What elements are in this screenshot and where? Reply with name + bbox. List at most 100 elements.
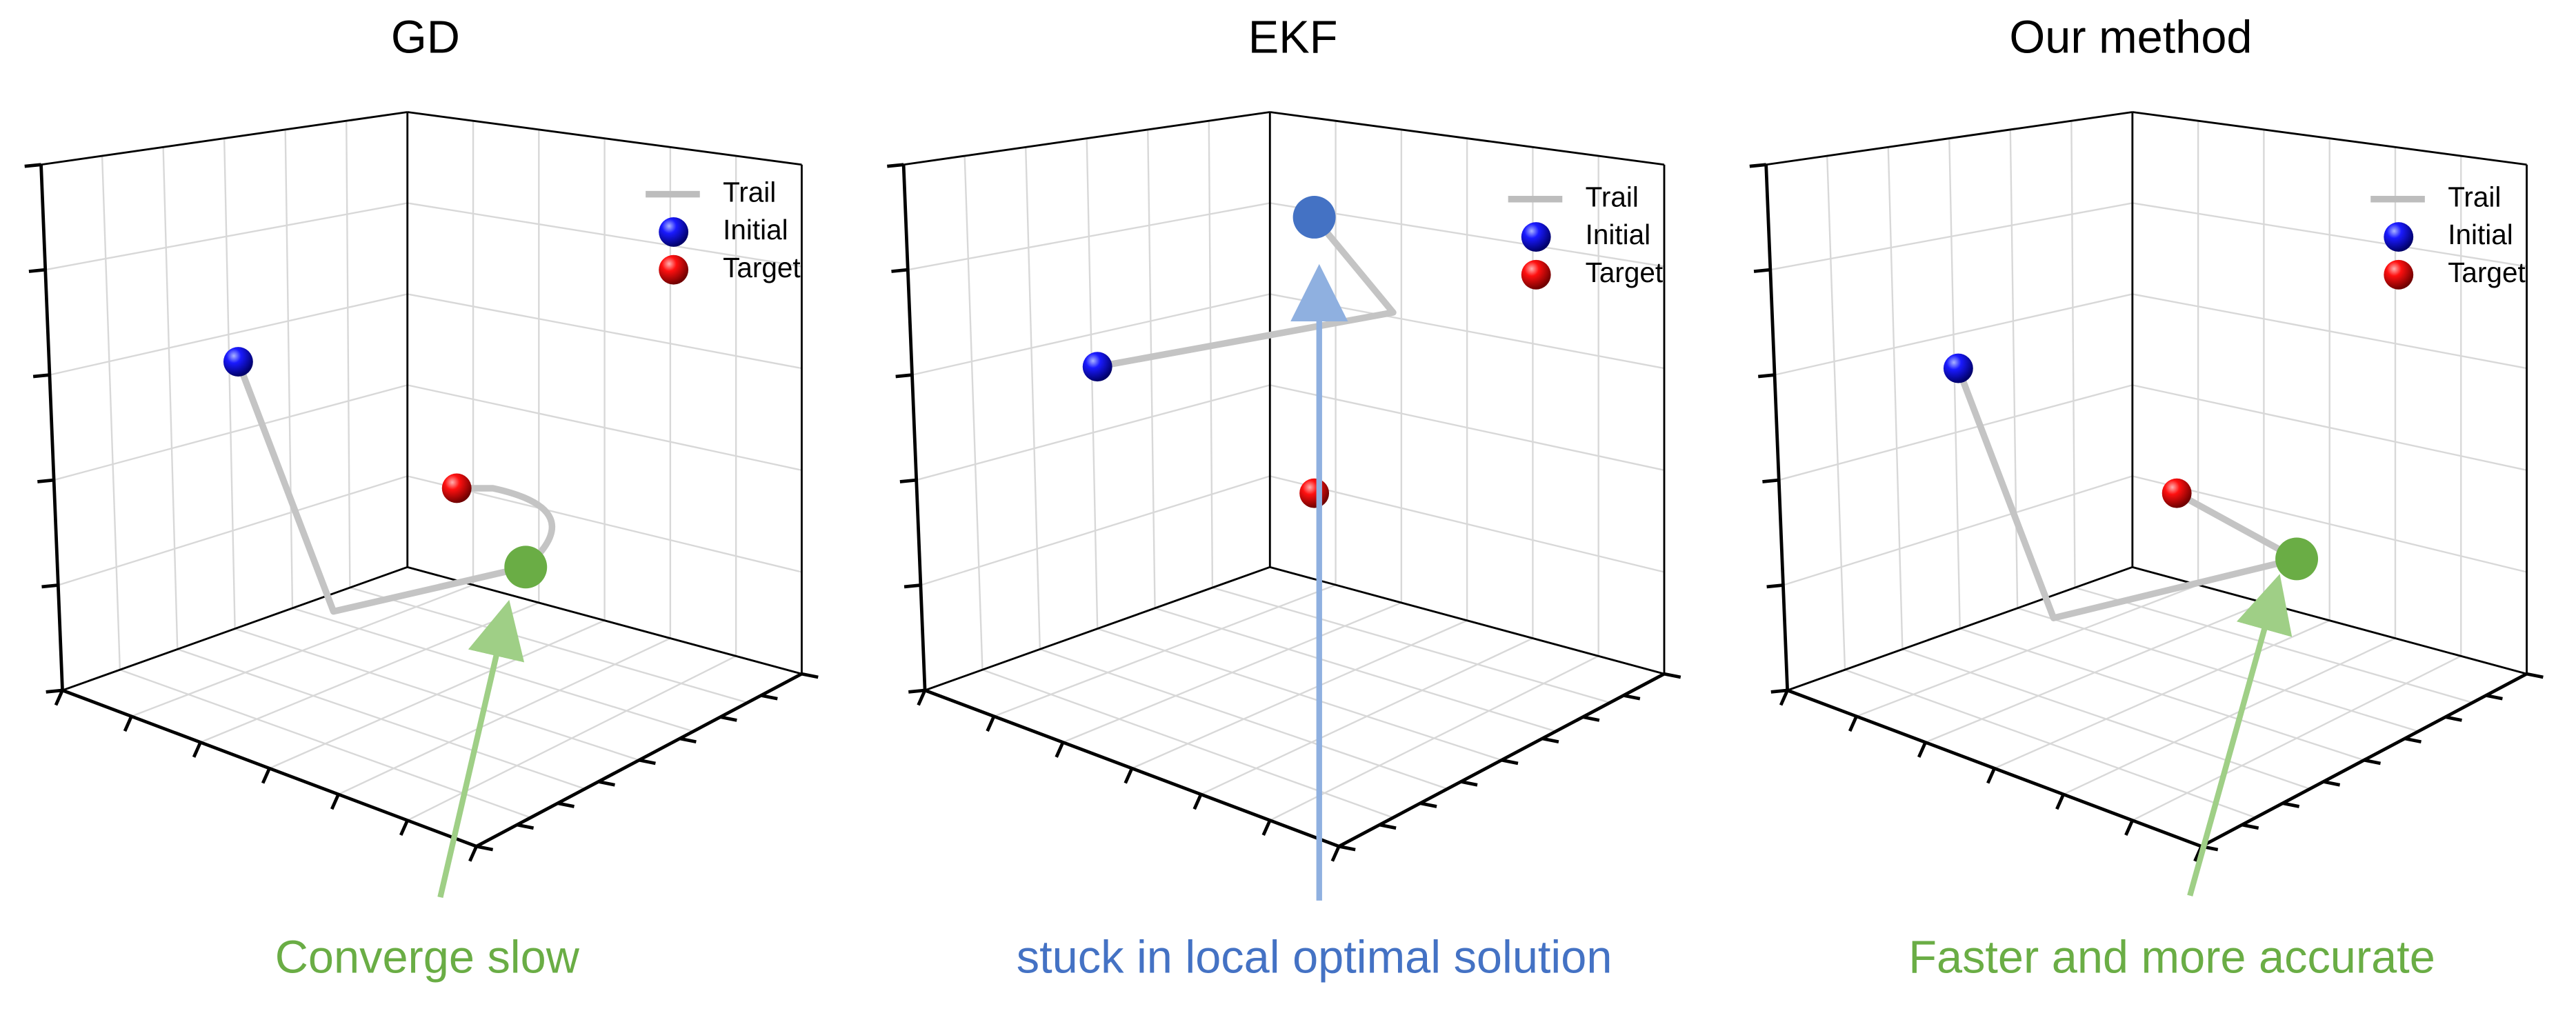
tick xyxy=(720,715,737,722)
tick xyxy=(1664,672,1681,679)
axis-edge xyxy=(41,111,408,166)
tick xyxy=(1055,741,1065,758)
tick xyxy=(2404,737,2422,744)
axis-edge xyxy=(924,565,1270,692)
grid-line xyxy=(131,584,474,717)
panel-title: GD xyxy=(391,12,460,63)
grid-line xyxy=(2132,384,2527,471)
target-point xyxy=(2161,478,2192,508)
tick xyxy=(1623,694,1641,701)
tick xyxy=(32,373,50,379)
annotation: Faster and more accurate xyxy=(1908,932,2435,983)
tick xyxy=(2241,823,2259,830)
grid-line xyxy=(2132,655,2462,821)
legend-initial xyxy=(659,217,689,247)
axis-edge xyxy=(1764,164,1790,691)
legend-label: Initial xyxy=(1586,219,1651,250)
tick xyxy=(192,741,202,758)
trail xyxy=(1097,214,1397,370)
axis-edge xyxy=(1787,565,2133,692)
grid-line xyxy=(1778,384,2133,481)
tick xyxy=(24,163,41,168)
legend-label: Trail xyxy=(2448,181,2501,212)
tick xyxy=(1582,715,1600,722)
annotation: Converge slow xyxy=(275,932,580,983)
grid-line xyxy=(2132,293,2527,370)
axis-edge xyxy=(901,164,927,691)
tick xyxy=(2486,694,2503,701)
tick xyxy=(1986,768,1996,784)
grid-line xyxy=(2070,121,2076,588)
initial-point xyxy=(1082,352,1112,382)
grid-line xyxy=(916,384,1270,481)
tick xyxy=(1779,690,1789,706)
tick xyxy=(1917,741,1927,758)
tick xyxy=(986,715,996,732)
grid-line xyxy=(1856,584,2199,717)
grid-line xyxy=(45,202,408,271)
estimate-point xyxy=(504,545,548,589)
tick xyxy=(1749,163,1766,168)
grid-line xyxy=(162,147,179,650)
tick xyxy=(1192,793,1203,810)
grid-line xyxy=(2132,202,2527,268)
grid-line xyxy=(1887,147,1904,650)
tick xyxy=(517,823,535,830)
tick xyxy=(2055,793,2065,810)
tick xyxy=(28,268,46,273)
arrow xyxy=(437,599,525,899)
estimate-point xyxy=(2275,537,2319,581)
tick xyxy=(1766,583,1784,589)
axis-edge xyxy=(903,111,1270,166)
tick xyxy=(1124,768,1134,784)
tick xyxy=(899,478,917,483)
grid-line xyxy=(407,384,802,471)
grid-line xyxy=(908,202,1270,271)
legend-label: Trail xyxy=(723,176,776,208)
estimate-point xyxy=(1292,195,1336,239)
legend-label: Target xyxy=(2448,257,2526,288)
tick xyxy=(639,758,656,765)
axis-edge xyxy=(407,565,802,675)
legend-target xyxy=(659,254,689,285)
grid-line xyxy=(223,138,236,629)
tick xyxy=(1330,845,1341,862)
tick xyxy=(761,694,778,701)
tick xyxy=(1338,844,1356,852)
tick xyxy=(468,845,478,862)
grid-line xyxy=(1147,129,1156,608)
legend-initial xyxy=(1521,222,1551,252)
axis-edge xyxy=(39,164,64,691)
grid-line xyxy=(407,202,802,268)
tick xyxy=(1753,268,1771,273)
grid-line xyxy=(1024,147,1041,650)
tick xyxy=(1848,715,1858,732)
tick xyxy=(1501,758,1519,765)
tick xyxy=(1541,737,1559,744)
tick xyxy=(123,715,133,732)
tick xyxy=(2282,801,2300,808)
grid-line xyxy=(269,619,606,770)
grid-line xyxy=(57,475,408,586)
tick xyxy=(46,688,63,694)
initial-point xyxy=(223,347,253,377)
grid-line xyxy=(346,121,351,588)
tick xyxy=(557,801,575,808)
tick xyxy=(1419,801,1437,808)
tick xyxy=(330,793,340,810)
grid-line xyxy=(407,475,802,573)
grid-line xyxy=(1770,202,2133,271)
grid-line xyxy=(1062,601,1402,743)
grid-line xyxy=(2132,475,2527,573)
legend-target xyxy=(1521,259,1551,290)
tick xyxy=(917,690,927,706)
axis-edge xyxy=(62,565,408,692)
target-point xyxy=(441,473,472,503)
trail xyxy=(1955,367,2300,621)
grid-line xyxy=(1994,619,2330,770)
tick xyxy=(1379,823,1397,830)
grid-line xyxy=(1086,138,1099,629)
tick xyxy=(2323,780,2341,787)
grid-line xyxy=(2063,637,2396,795)
